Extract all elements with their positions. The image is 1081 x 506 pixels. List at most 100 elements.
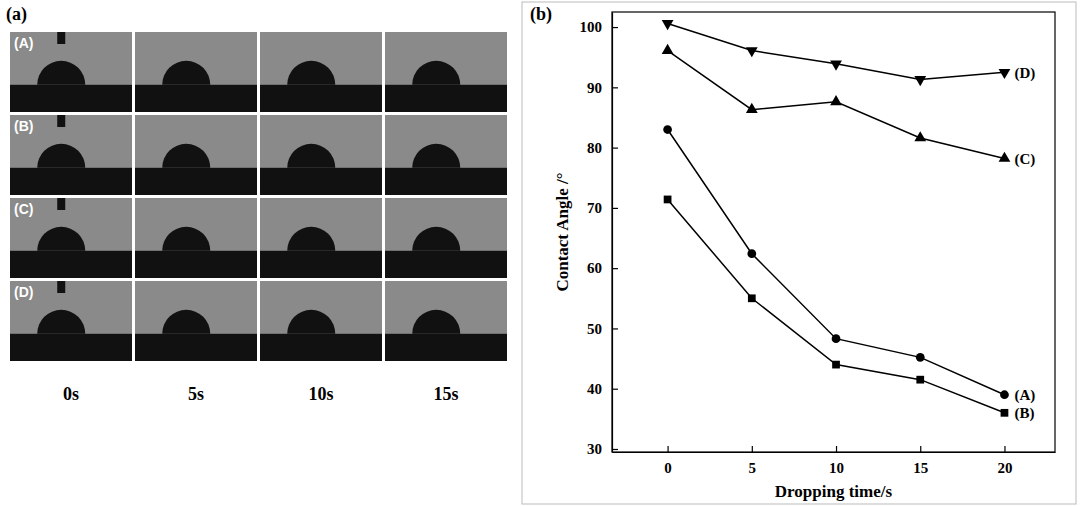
image-cell [135, 198, 257, 278]
marker [916, 353, 925, 362]
image-cell [385, 281, 507, 361]
tick-label: 10 [829, 460, 844, 476]
y-axis-title: Contact Angle /° [553, 172, 572, 291]
plot-area [662, 20, 1011, 417]
substrate [385, 251, 507, 278]
marker [663, 125, 672, 134]
droplet [412, 310, 460, 334]
series-label: (A) [1014, 387, 1035, 404]
droplet [412, 61, 460, 85]
tick-label: 50 [587, 321, 602, 337]
series-label: (D) [1014, 65, 1035, 82]
marker [748, 294, 756, 302]
image-background [385, 198, 507, 278]
tick-label: 15 [913, 460, 928, 476]
row-label: (D) [14, 284, 33, 300]
image-background [10, 281, 132, 361]
row-label: (B) [14, 118, 33, 134]
column-label: 15s [433, 384, 458, 404]
needle [57, 115, 65, 127]
tick: 15 [913, 446, 928, 476]
tick-mark [612, 449, 618, 450]
tick: 50 [587, 321, 618, 337]
droplet [287, 227, 335, 251]
droplet [37, 310, 85, 334]
marker [1000, 390, 1009, 399]
column-label: 0s [63, 384, 79, 404]
tick-label: 30 [587, 441, 602, 457]
tick-mark [752, 446, 753, 452]
tick-label: 0 [664, 460, 672, 476]
image-cell [260, 281, 382, 361]
substrate [135, 334, 257, 361]
x-axis: 0 5 10 15 20 [613, 446, 1056, 476]
image-background [260, 281, 382, 361]
marker [830, 95, 842, 105]
tick: 70 [587, 200, 618, 216]
substrate [135, 85, 257, 112]
image-background [135, 32, 257, 112]
substrate [260, 85, 382, 112]
panel-label: (b) [530, 4, 552, 25]
droplet [287, 61, 335, 85]
droplet [162, 61, 210, 85]
image-cell [135, 281, 257, 361]
droplet [162, 144, 210, 168]
image-cell [385, 198, 507, 278]
series-line [668, 199, 1005, 412]
droplet [37, 227, 85, 251]
droplet [412, 227, 460, 251]
tick: 30 [587, 441, 618, 457]
substrate [10, 334, 132, 361]
marker [832, 334, 841, 343]
substrate [10, 85, 132, 112]
tick-mark [612, 148, 618, 149]
image-background [260, 115, 382, 195]
substrate [260, 251, 382, 278]
substrate [135, 168, 257, 195]
tick: 80 [587, 140, 618, 156]
droplet [37, 144, 85, 168]
y-axis: 30405060708090100 [580, 13, 619, 458]
tick-mark [612, 208, 618, 209]
image-grid: (A)(B)(C)(D)0s5s10s15s [10, 32, 507, 404]
marker [916, 376, 924, 384]
marker [664, 196, 672, 204]
substrate [385, 334, 507, 361]
tick-label: 20 [997, 460, 1012, 476]
marker [999, 152, 1011, 162]
droplet [287, 310, 335, 334]
image-cell [260, 115, 382, 195]
axis-line [612, 13, 613, 453]
marker [662, 20, 674, 30]
plot-frame [612, 12, 1055, 452]
tick-mark [612, 328, 618, 329]
tick-mark [836, 446, 837, 452]
tick-mark [920, 446, 921, 452]
marker [662, 44, 674, 54]
image-background [135, 115, 257, 195]
series-line [668, 51, 1005, 159]
needle [57, 281, 65, 293]
image-background [10, 198, 132, 278]
tick-label: 60 [587, 260, 602, 276]
tick-mark [612, 389, 618, 390]
image-background [385, 32, 507, 112]
image-cell [260, 32, 382, 112]
image-background [385, 115, 507, 195]
row-label: (A) [14, 35, 33, 51]
tick-mark [612, 87, 618, 88]
image-background [260, 198, 382, 278]
tick: 60 [587, 260, 618, 276]
tick-mark [1004, 446, 1005, 452]
droplet [287, 144, 335, 168]
needle [57, 32, 65, 44]
droplet [162, 310, 210, 334]
tick-label: 100 [580, 19, 603, 35]
image-background [385, 281, 507, 361]
marker [832, 361, 840, 369]
tick-mark [612, 27, 618, 28]
tick: 40 [587, 381, 618, 397]
tick-label: 5 [749, 460, 757, 476]
image-cell [135, 115, 257, 195]
